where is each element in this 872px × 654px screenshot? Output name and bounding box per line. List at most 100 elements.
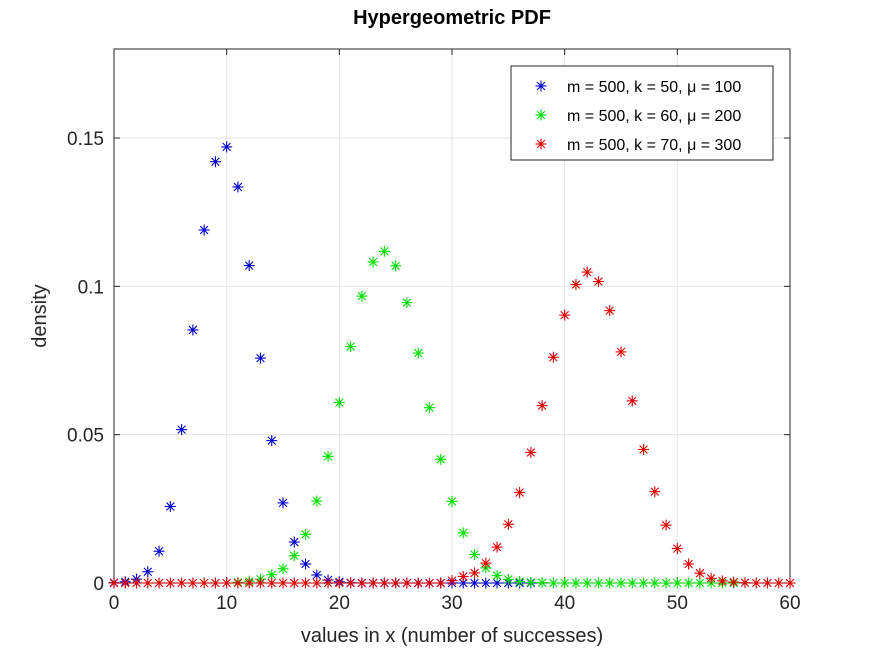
- y-tick-label: 0.1: [78, 277, 104, 298]
- data-point: [311, 577, 323, 589]
- data-point: [176, 577, 188, 589]
- data-point: [322, 450, 334, 462]
- data-point: [728, 576, 740, 588]
- data-point: [705, 572, 717, 584]
- data-point: [266, 577, 278, 589]
- series-2: [232, 245, 740, 589]
- data-point: [333, 577, 345, 589]
- data-point: [232, 181, 244, 193]
- data-point: [570, 279, 582, 291]
- data-point: [277, 563, 289, 575]
- data-point: [502, 573, 514, 585]
- data-point: [716, 575, 728, 587]
- data-point: [660, 577, 672, 589]
- data-point: [423, 577, 435, 589]
- legend-marker: [535, 109, 547, 121]
- data-point: [469, 549, 481, 561]
- x-tick-label: 0: [109, 593, 120, 614]
- y-tick-label: 0.15: [67, 129, 104, 150]
- data-point: [288, 550, 300, 562]
- data-point: [491, 541, 503, 553]
- x-tick-label: 10: [216, 593, 237, 614]
- data-point: [581, 266, 593, 278]
- legend-entry-label: m = 500, k = 70, μ = 300: [567, 137, 741, 154]
- data-point: [412, 577, 424, 589]
- data-point: [311, 495, 323, 507]
- data-point: [514, 576, 526, 588]
- data-point: [266, 435, 278, 447]
- data-point: [626, 395, 638, 407]
- y-axis-label: density: [29, 284, 51, 347]
- data-point: [525, 446, 537, 458]
- data-point: [694, 577, 706, 589]
- data-point: [164, 577, 176, 589]
- data-point: [547, 351, 559, 363]
- data-point: [401, 297, 413, 309]
- data-point: [457, 570, 469, 582]
- data-point: [288, 577, 300, 589]
- series-3: [108, 266, 796, 589]
- data-point: [198, 224, 210, 236]
- data-point: [142, 577, 154, 589]
- data-point: [525, 576, 537, 588]
- chart-title: Hypergeometric PDF: [353, 7, 551, 29]
- x-tick-label: 20: [329, 593, 350, 614]
- data-point: [581, 577, 593, 589]
- data-point: [209, 156, 221, 168]
- data-point: [773, 577, 785, 589]
- data-point: [378, 245, 390, 257]
- y-tick-label: 0: [93, 574, 104, 595]
- data-point: [480, 577, 492, 589]
- data-point: [356, 577, 368, 589]
- data-point: [739, 577, 751, 589]
- data-point: [435, 453, 447, 465]
- data-point: [649, 486, 661, 498]
- data-point: [469, 577, 481, 589]
- data-point: [604, 577, 616, 589]
- data-point: [209, 577, 221, 589]
- data-point: [300, 558, 312, 570]
- data-point: [243, 260, 255, 272]
- data-point: [401, 577, 413, 589]
- data-point: [491, 570, 503, 582]
- data-point: [671, 577, 683, 589]
- data-point: [378, 577, 390, 589]
- data-point: [345, 341, 357, 353]
- data-point: [446, 495, 458, 507]
- legend-entry-label: m = 500, k = 60, μ = 200: [567, 108, 741, 125]
- data-point: [502, 518, 514, 530]
- legend-marker: [535, 138, 547, 150]
- data-point: [367, 256, 379, 268]
- data-point: [626, 577, 638, 589]
- data-point: [232, 577, 244, 589]
- data-point: [164, 500, 176, 512]
- data-point: [423, 402, 435, 414]
- data-point: [243, 577, 255, 589]
- data-point: [615, 346, 627, 358]
- legend-entry-label: m = 500, k = 50, μ = 100: [567, 79, 741, 96]
- data-point: [153, 545, 165, 557]
- data-point: [604, 305, 616, 317]
- data-point: [300, 528, 312, 540]
- data-point: [784, 577, 796, 589]
- data-point: [446, 575, 458, 587]
- data-point: [254, 577, 266, 589]
- data-point: [761, 577, 773, 589]
- x-tick-label: 30: [441, 593, 462, 614]
- data-point: [254, 352, 266, 364]
- data-point: [187, 577, 199, 589]
- data-point: [559, 577, 571, 589]
- legend-box: [510, 65, 774, 161]
- data-point: [288, 536, 300, 548]
- data-point: [131, 577, 143, 589]
- data-point: [660, 519, 672, 531]
- data-point: [390, 577, 402, 589]
- data-point: [638, 444, 650, 455]
- data-point: [592, 577, 604, 589]
- data-point: [322, 577, 334, 589]
- data-point: [435, 577, 447, 589]
- data-point: [198, 577, 210, 589]
- data-point: [536, 400, 548, 412]
- x-tick-label: 40: [554, 593, 575, 614]
